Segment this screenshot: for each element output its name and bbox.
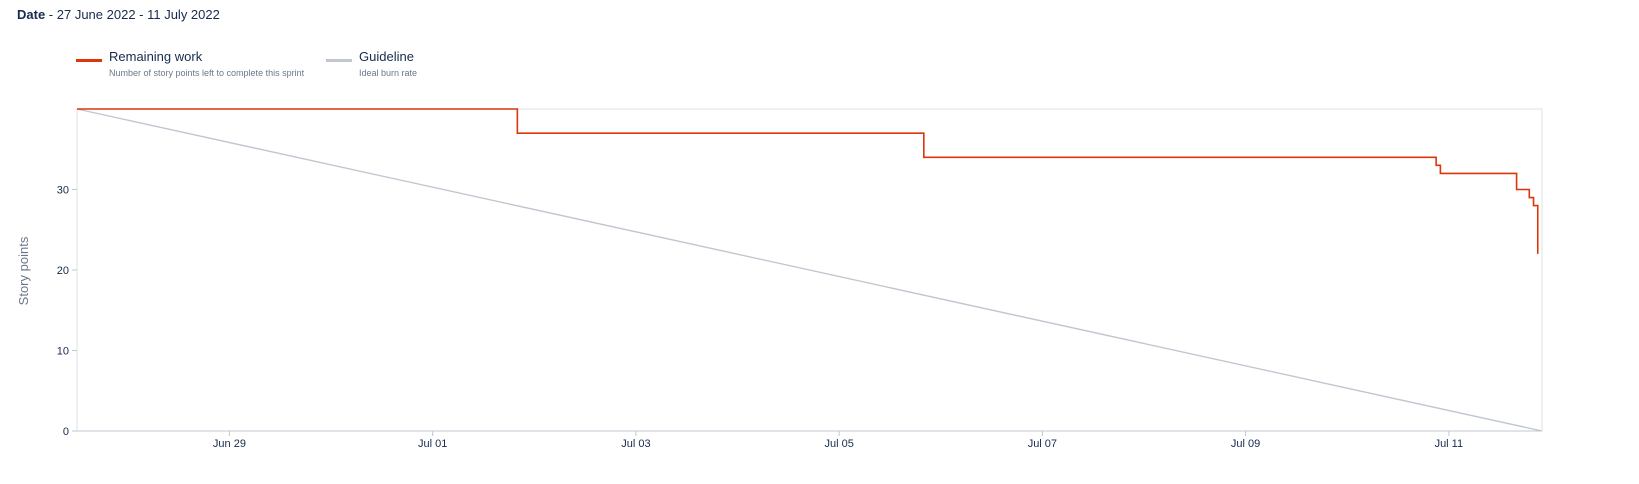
series-line-guideline [76,108,1543,432]
legend-title-guideline: Guideline [359,49,414,64]
x-tick-label: Jun 29 [213,438,246,450]
legend-title-remaining-work: Remaining work [109,49,203,64]
x-tick-label: Jul 07 [1028,438,1057,450]
legend-swatch-guideline [326,59,352,62]
x-tick-label: Jul 03 [621,438,650,450]
x-tick-label: Jul 05 [824,438,853,450]
y-tick-label: 20 [57,265,69,277]
legend-desc-remaining-work: Number of story points left to complete … [109,68,305,78]
x-tick-label: Jul 09 [1231,438,1260,450]
date-range-value: 27 June 2022 - 11 July 2022 [56,7,220,22]
x-tick-label: Jul 01 [418,438,447,450]
date-label: Date [17,7,46,22]
y-tick-label: 30 [57,185,69,197]
date-range-header: Date - 27 June 2022 - 11 July 2022 [17,7,220,23]
legend-swatch-remaining-work [76,59,102,62]
y-tick-label: 0 [63,426,69,438]
legend-desc-guideline: Ideal burn rate [359,68,418,78]
x-tick-label: Jul 11 [1435,438,1464,450]
series-line-remaining-work [77,108,1539,254]
y-axis-title: Story points [16,236,31,305]
date-separator: - [45,7,57,22]
y-tick-label: 10 [57,346,69,358]
